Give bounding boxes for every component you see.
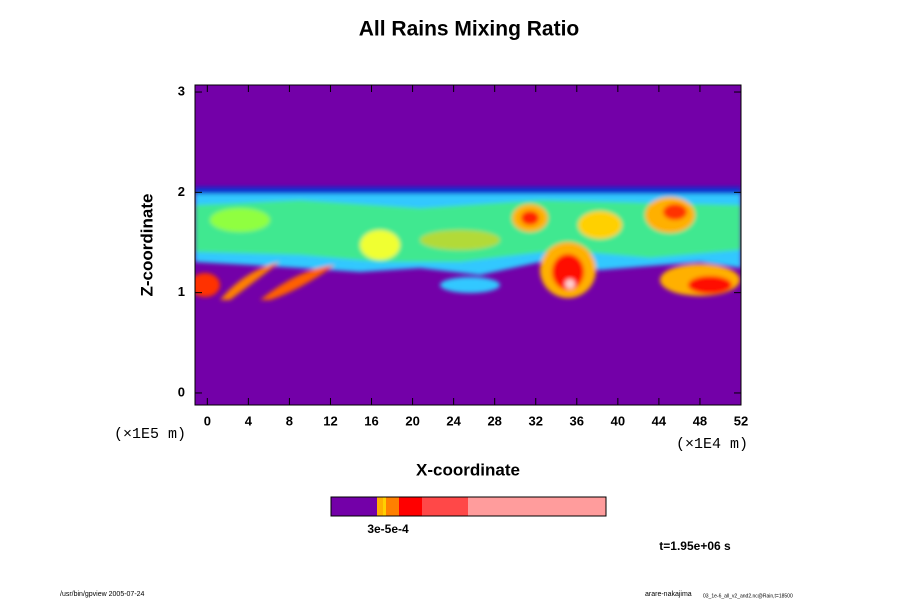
colorbar-segment (422, 497, 468, 516)
y-unit: (×1E5 m) (114, 426, 186, 443)
y-tick-label: 2 (178, 184, 185, 199)
field-blob (663, 204, 687, 220)
field-edge (195, 187, 741, 195)
colorbar-segment (468, 497, 606, 516)
chart-title: All Rains Mixing Ratio (359, 18, 580, 41)
colorbar-segment (331, 497, 377, 516)
x-tick-label: 44 (652, 413, 667, 428)
y-tick-label: 3 (178, 83, 185, 98)
x-tick-label: 20 (405, 413, 419, 428)
field-blob (195, 273, 220, 297)
colorbar (330, 496, 607, 517)
x-axis-title: X-coordinate (416, 460, 520, 479)
x-tick-label: 28 (487, 413, 501, 428)
x-tick-label: 40 (611, 413, 625, 428)
field-blob (578, 211, 622, 239)
x-tick-label: 52 (734, 413, 748, 428)
x-tick-label: 16 (364, 413, 378, 428)
x-tick-label: 48 (693, 413, 707, 428)
colorbar-label: 3e-5e-4 (367, 522, 409, 536)
colorbar-segment (386, 497, 399, 516)
colorbar-segment (377, 497, 383, 516)
x-tick-label: 32 (529, 413, 543, 428)
field-shapes (195, 187, 741, 300)
y-tick-label: 1 (178, 284, 185, 299)
x-tick-label: 12 (323, 413, 337, 428)
x-tick-label: 4 (245, 413, 253, 428)
field-blob (210, 208, 270, 232)
y-axis-title: Z-coordinate (137, 194, 156, 297)
time-label: t=1.95e+06 s (659, 539, 731, 553)
x-unit: (×1E4 m) (676, 436, 748, 453)
field-blob (260, 265, 335, 300)
x-tick-label: 24 (446, 413, 461, 428)
field-blob (440, 277, 500, 293)
footer-left: /usr/bin/gpview 2005-07-24 (60, 591, 145, 598)
field-blob (220, 262, 280, 300)
field-blob (420, 230, 500, 250)
footer-right-small: 03_1e-6_all_v2_and2.nc@Rain,t=18500 (703, 593, 793, 599)
field-blob (360, 230, 400, 260)
colorbar-frame (330, 496, 607, 517)
field-blob (688, 276, 732, 294)
colorbar-segment (383, 497, 386, 516)
field-blob (521, 211, 539, 225)
y-tick-label: 0 (178, 384, 185, 399)
x-tick-label: 8 (286, 413, 293, 428)
colorbar-segment (399, 497, 422, 516)
plot-frame (194, 84, 742, 406)
x-tick-label: 0 (204, 413, 211, 428)
field-blob (565, 279, 575, 289)
field-blob (552, 254, 584, 290)
field (195, 85, 741, 405)
x-tick-label: 36 (570, 413, 584, 428)
footer-right: arare-nakajima (645, 591, 692, 598)
